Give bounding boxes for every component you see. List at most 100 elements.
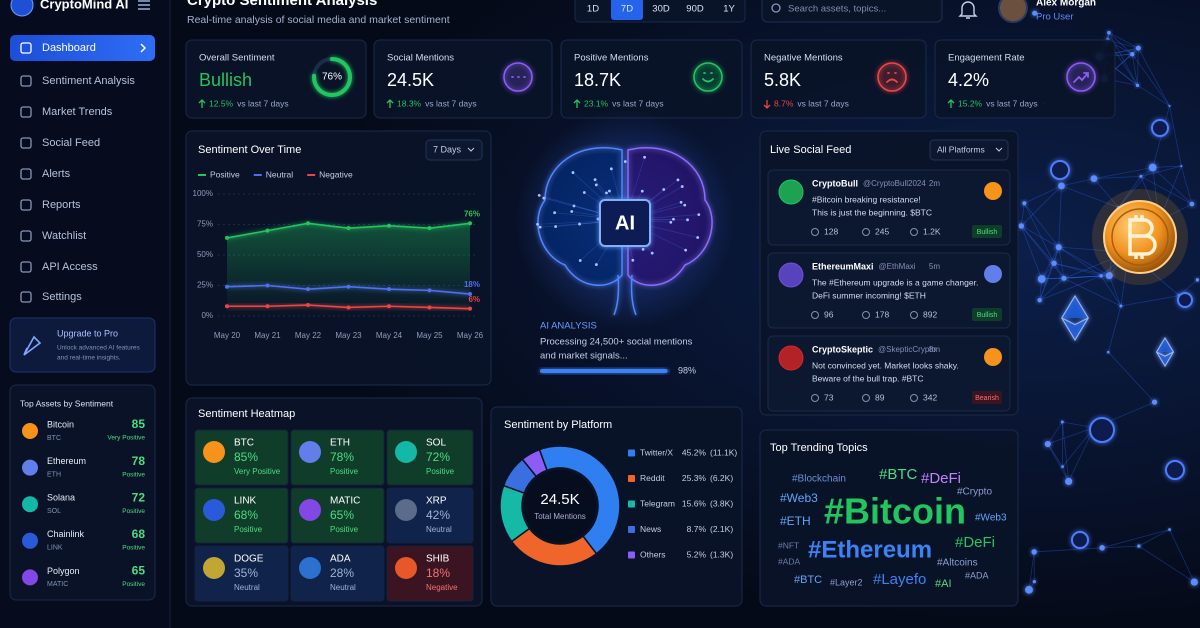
dropdown[interactable] — [425, 139, 483, 161]
range-button[interactable]: 90D — [686, 4, 704, 15]
point — [225, 284, 229, 289]
nav-item[interactable]: Social Feed — [42, 137, 100, 149]
nav-item[interactable]: Sentiment Analysis — [42, 75, 135, 87]
point — [346, 226, 351, 231]
cell-icon — [203, 441, 225, 463]
network-link — [1047, 443, 1063, 467]
nav-icon — [20, 199, 32, 211]
network-node — [1058, 182, 1065, 190]
hex-node — [1089, 417, 1115, 443]
network-node — [1031, 549, 1037, 555]
progress-label: 98% — [678, 365, 696, 375]
network-link — [1093, 175, 1141, 180]
trending-word[interactable]: #Ethereum — [808, 536, 932, 563]
panel-title: Top Assets by Sentiment — [20, 398, 114, 408]
cell-label: Positive — [234, 525, 263, 534]
nav-item[interactable]: Watchlist — [42, 230, 86, 242]
brain-node — [538, 225, 542, 229]
brain-node — [686, 218, 689, 222]
brain-node — [605, 191, 608, 195]
nav-icon — [20, 137, 32, 149]
network-node — [1037, 297, 1042, 303]
trending-word[interactable]: #AI — [935, 578, 952, 590]
network-link — [1107, 305, 1122, 353]
stat-note: vs last 7 days — [237, 98, 289, 108]
point — [265, 283, 270, 288]
post-token — [984, 348, 1002, 366]
range-button[interactable]: 7D — [621, 4, 633, 15]
trending-word[interactable]: #NFT — [778, 540, 799, 550]
search-icon — [771, 3, 781, 13]
nav-item[interactable]: Alerts — [42, 168, 71, 180]
network-node — [1195, 278, 1200, 282]
legend-swatch — [628, 500, 635, 508]
stat-change: 23.1% — [584, 98, 609, 108]
network-node — [1190, 578, 1198, 586]
network-node — [1139, 174, 1143, 178]
trending-word[interactable]: #ADA — [778, 556, 801, 566]
network-link — [1108, 32, 1139, 49]
trend-arrow — [947, 99, 955, 108]
brain-node — [542, 196, 546, 200]
trending-word[interactable]: #Web3 — [780, 491, 818, 505]
point — [306, 303, 310, 308]
nav-item[interactable]: Dashboard — [42, 42, 96, 54]
asset-symbol: ETH — [47, 471, 61, 478]
trending-word[interactable]: #Crypto — [957, 487, 992, 498]
nav-item[interactable]: Market Trends — [42, 106, 113, 118]
nav-item[interactable]: Settings — [42, 291, 82, 303]
network-link — [1024, 185, 1062, 204]
top-assets-panel — [9, 384, 156, 601]
network-link — [1131, 54, 1138, 86]
trending-word[interactable]: #Bitcoin — [824, 491, 966, 532]
stat-value: Bullish — [199, 70, 252, 90]
trending-word[interactable]: #Web3 — [975, 513, 1007, 524]
search-box[interactable] — [761, 0, 943, 23]
trending-word[interactable]: #Layer2 — [830, 577, 863, 587]
post-action-icon — [862, 394, 870, 402]
range-button[interactable]: 30D — [652, 4, 670, 15]
brain-node — [676, 178, 680, 182]
y-tick-label: 50% — [197, 250, 213, 259]
trending-word[interactable]: #BTC — [794, 574, 822, 586]
legend-swatch — [628, 551, 635, 559]
network-link — [1058, 246, 1110, 276]
range-button[interactable]: 1Y — [723, 4, 735, 15]
brain-node — [596, 217, 600, 221]
hex-node — [1050, 160, 1070, 180]
post-action-icon — [910, 228, 918, 236]
nav-item[interactable]: Reports — [42, 199, 81, 211]
trending-word[interactable]: #ETH — [780, 514, 811, 528]
trending-word[interactable]: #DeFi — [955, 534, 995, 551]
trending-word[interactable]: #DeFi — [921, 470, 961, 487]
point — [468, 292, 472, 297]
trending-word[interactable]: #BTC — [879, 466, 918, 483]
trending-word[interactable]: #ADA — [965, 570, 989, 580]
nav-item[interactable]: API Access — [42, 261, 98, 273]
brain-node — [594, 263, 598, 266]
network-node — [1032, 10, 1038, 16]
cell-value: 78% — [330, 450, 354, 464]
nav-active — [10, 35, 155, 61]
brain-right — [627, 147, 713, 286]
trending-word[interactable]: #Layefo — [873, 571, 926, 588]
panel-title: Sentiment by Platform — [504, 419, 612, 431]
network-link — [1020, 185, 1062, 227]
network-link — [1108, 275, 1122, 307]
upgrade-text: Unlock advanced AI features — [57, 345, 140, 352]
dropdown-caret — [467, 147, 475, 152]
range-button[interactable]: 1D — [587, 4, 599, 15]
post-count: 73 — [824, 392, 834, 402]
cell-icon — [395, 441, 417, 463]
x-tick-label: May 24 — [376, 331, 403, 340]
trending-word[interactable]: #Blockchain — [792, 474, 846, 485]
dropdown[interactable] — [929, 139, 1009, 161]
network-node — [1137, 544, 1141, 548]
asset-icon — [22, 532, 38, 549]
brain-node — [623, 160, 627, 163]
trending-word[interactable]: #Altcoins — [937, 558, 978, 569]
network-node — [1107, 30, 1111, 35]
ai-title: AI ANALYSIS — [540, 321, 597, 332]
post-count: 96 — [824, 309, 834, 319]
network-link — [1061, 185, 1119, 208]
